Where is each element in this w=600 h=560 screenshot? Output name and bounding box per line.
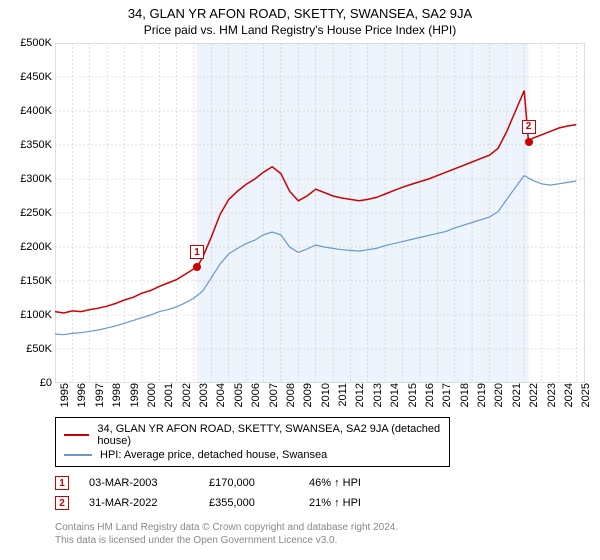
x-axis-label: 2003 <box>198 383 210 413</box>
sale-row: 2 31-MAR-2022 £355,000 21% ↑ HPI <box>55 493 590 513</box>
y-axis-label: £250K <box>8 207 52 219</box>
x-axis-label: 2022 <box>528 383 540 413</box>
sale-row-marker: 2 <box>55 496 69 510</box>
legend-item: HPI: Average price, detached house, Swan… <box>64 448 441 462</box>
y-axis-label: £450K <box>8 71 52 83</box>
x-axis-label: 2000 <box>146 383 158 413</box>
sale-row: 1 03-MAR-2003 £170,000 46% ↑ HPI <box>55 473 590 493</box>
legend-label: 34, GLAN YR AFON ROAD, SKETTY, SWANSEA, … <box>97 423 441 447</box>
x-axis-label: 1998 <box>111 383 123 413</box>
x-axis-label: 2006 <box>250 383 262 413</box>
sale-hpi: 21% ↑ HPI <box>309 497 389 509</box>
x-axis-label: 2016 <box>424 383 436 413</box>
y-axis-label: £0 <box>8 377 52 389</box>
x-axis-label: 2005 <box>233 383 245 413</box>
chart-subtitle: Price paid vs. HM Land Registry's House … <box>10 23 590 37</box>
x-axis-label: 2007 <box>268 383 280 413</box>
x-axis-label: 1995 <box>59 383 71 413</box>
sale-marker-2: 2 <box>522 120 536 134</box>
chart-title: 34, GLAN YR AFON ROAD, SKETTY, SWANSEA, … <box>10 6 590 21</box>
x-axis-label: 2018 <box>459 383 471 413</box>
x-axis-label: 2023 <box>546 383 558 413</box>
sale-marker-1: 1 <box>190 245 204 259</box>
legend-swatch <box>64 434 89 436</box>
sale-dot-2 <box>525 138 533 146</box>
y-axis-label: £100K <box>8 309 52 321</box>
x-axis-label: 2012 <box>354 383 366 413</box>
sale-date: 03-MAR-2003 <box>89 477 189 489</box>
y-axis-label: £350K <box>8 139 52 151</box>
x-axis-label: 2004 <box>215 383 227 413</box>
x-axis-label: 2014 <box>389 383 401 413</box>
y-axis-label: £150K <box>8 275 52 287</box>
chart-container: 34, GLAN YR AFON ROAD, SKETTY, SWANSEA, … <box>0 0 600 560</box>
x-axis-label: 2021 <box>511 383 523 413</box>
sale-price: £355,000 <box>209 497 289 509</box>
x-axis-label: 2009 <box>302 383 314 413</box>
x-axis-label: 2025 <box>580 383 592 413</box>
sale-hpi: 46% ↑ HPI <box>309 477 389 489</box>
plot-svg <box>55 43 585 383</box>
sale-date: 31-MAR-2022 <box>89 497 189 509</box>
y-axis-label: £50K <box>8 343 52 355</box>
y-axis-label: £500K <box>8 37 52 49</box>
footer-line2: This data is licensed under the Open Gov… <box>55 534 590 547</box>
x-axis-label: 2020 <box>493 383 505 413</box>
x-axis-label: 2010 <box>320 383 332 413</box>
x-axis-label: 2002 <box>181 383 193 413</box>
x-axis-label: 1996 <box>76 383 88 413</box>
sale-price: £170,000 <box>209 477 289 489</box>
x-axis-label: 2013 <box>372 383 384 413</box>
x-axis-label: 2008 <box>285 383 297 413</box>
y-axis-label: £400K <box>8 105 52 117</box>
y-axis-label: £200K <box>8 241 52 253</box>
legend-item: 34, GLAN YR AFON ROAD, SKETTY, SWANSEA, … <box>64 422 441 448</box>
sale-row-marker: 1 <box>55 476 69 490</box>
x-axis-label: 2024 <box>563 383 575 413</box>
x-axis-label: 2001 <box>163 383 175 413</box>
footer-text: Contains HM Land Registry data © Crown c… <box>55 521 590 547</box>
legend-label: HPI: Average price, detached house, Swan… <box>100 449 327 461</box>
x-axis-label: 1999 <box>129 383 141 413</box>
chart-area: £0 £50K £100K £150K £200K £250K £300K £350K £400… <box>10 43 585 413</box>
x-axis-label: 1997 <box>94 383 106 413</box>
x-axis-label: 2019 <box>476 383 488 413</box>
legend-swatch <box>64 454 92 456</box>
sales-list: 1 03-MAR-2003 £170,000 46% ↑ HPI 2 31-MAR-202… <box>55 473 590 513</box>
footer-line1: Contains HM Land Registry data © Crown c… <box>55 521 590 534</box>
x-axis-label: 2011 <box>337 383 349 413</box>
sale-dot-1 <box>193 263 201 271</box>
x-axis-label: 2017 <box>441 383 453 413</box>
x-axis-label: 2015 <box>407 383 419 413</box>
y-axis-label: £300K <box>8 173 52 185</box>
legend-box: 34, GLAN YR AFON ROAD, SKETTY, SWANSEA, … <box>55 417 450 467</box>
